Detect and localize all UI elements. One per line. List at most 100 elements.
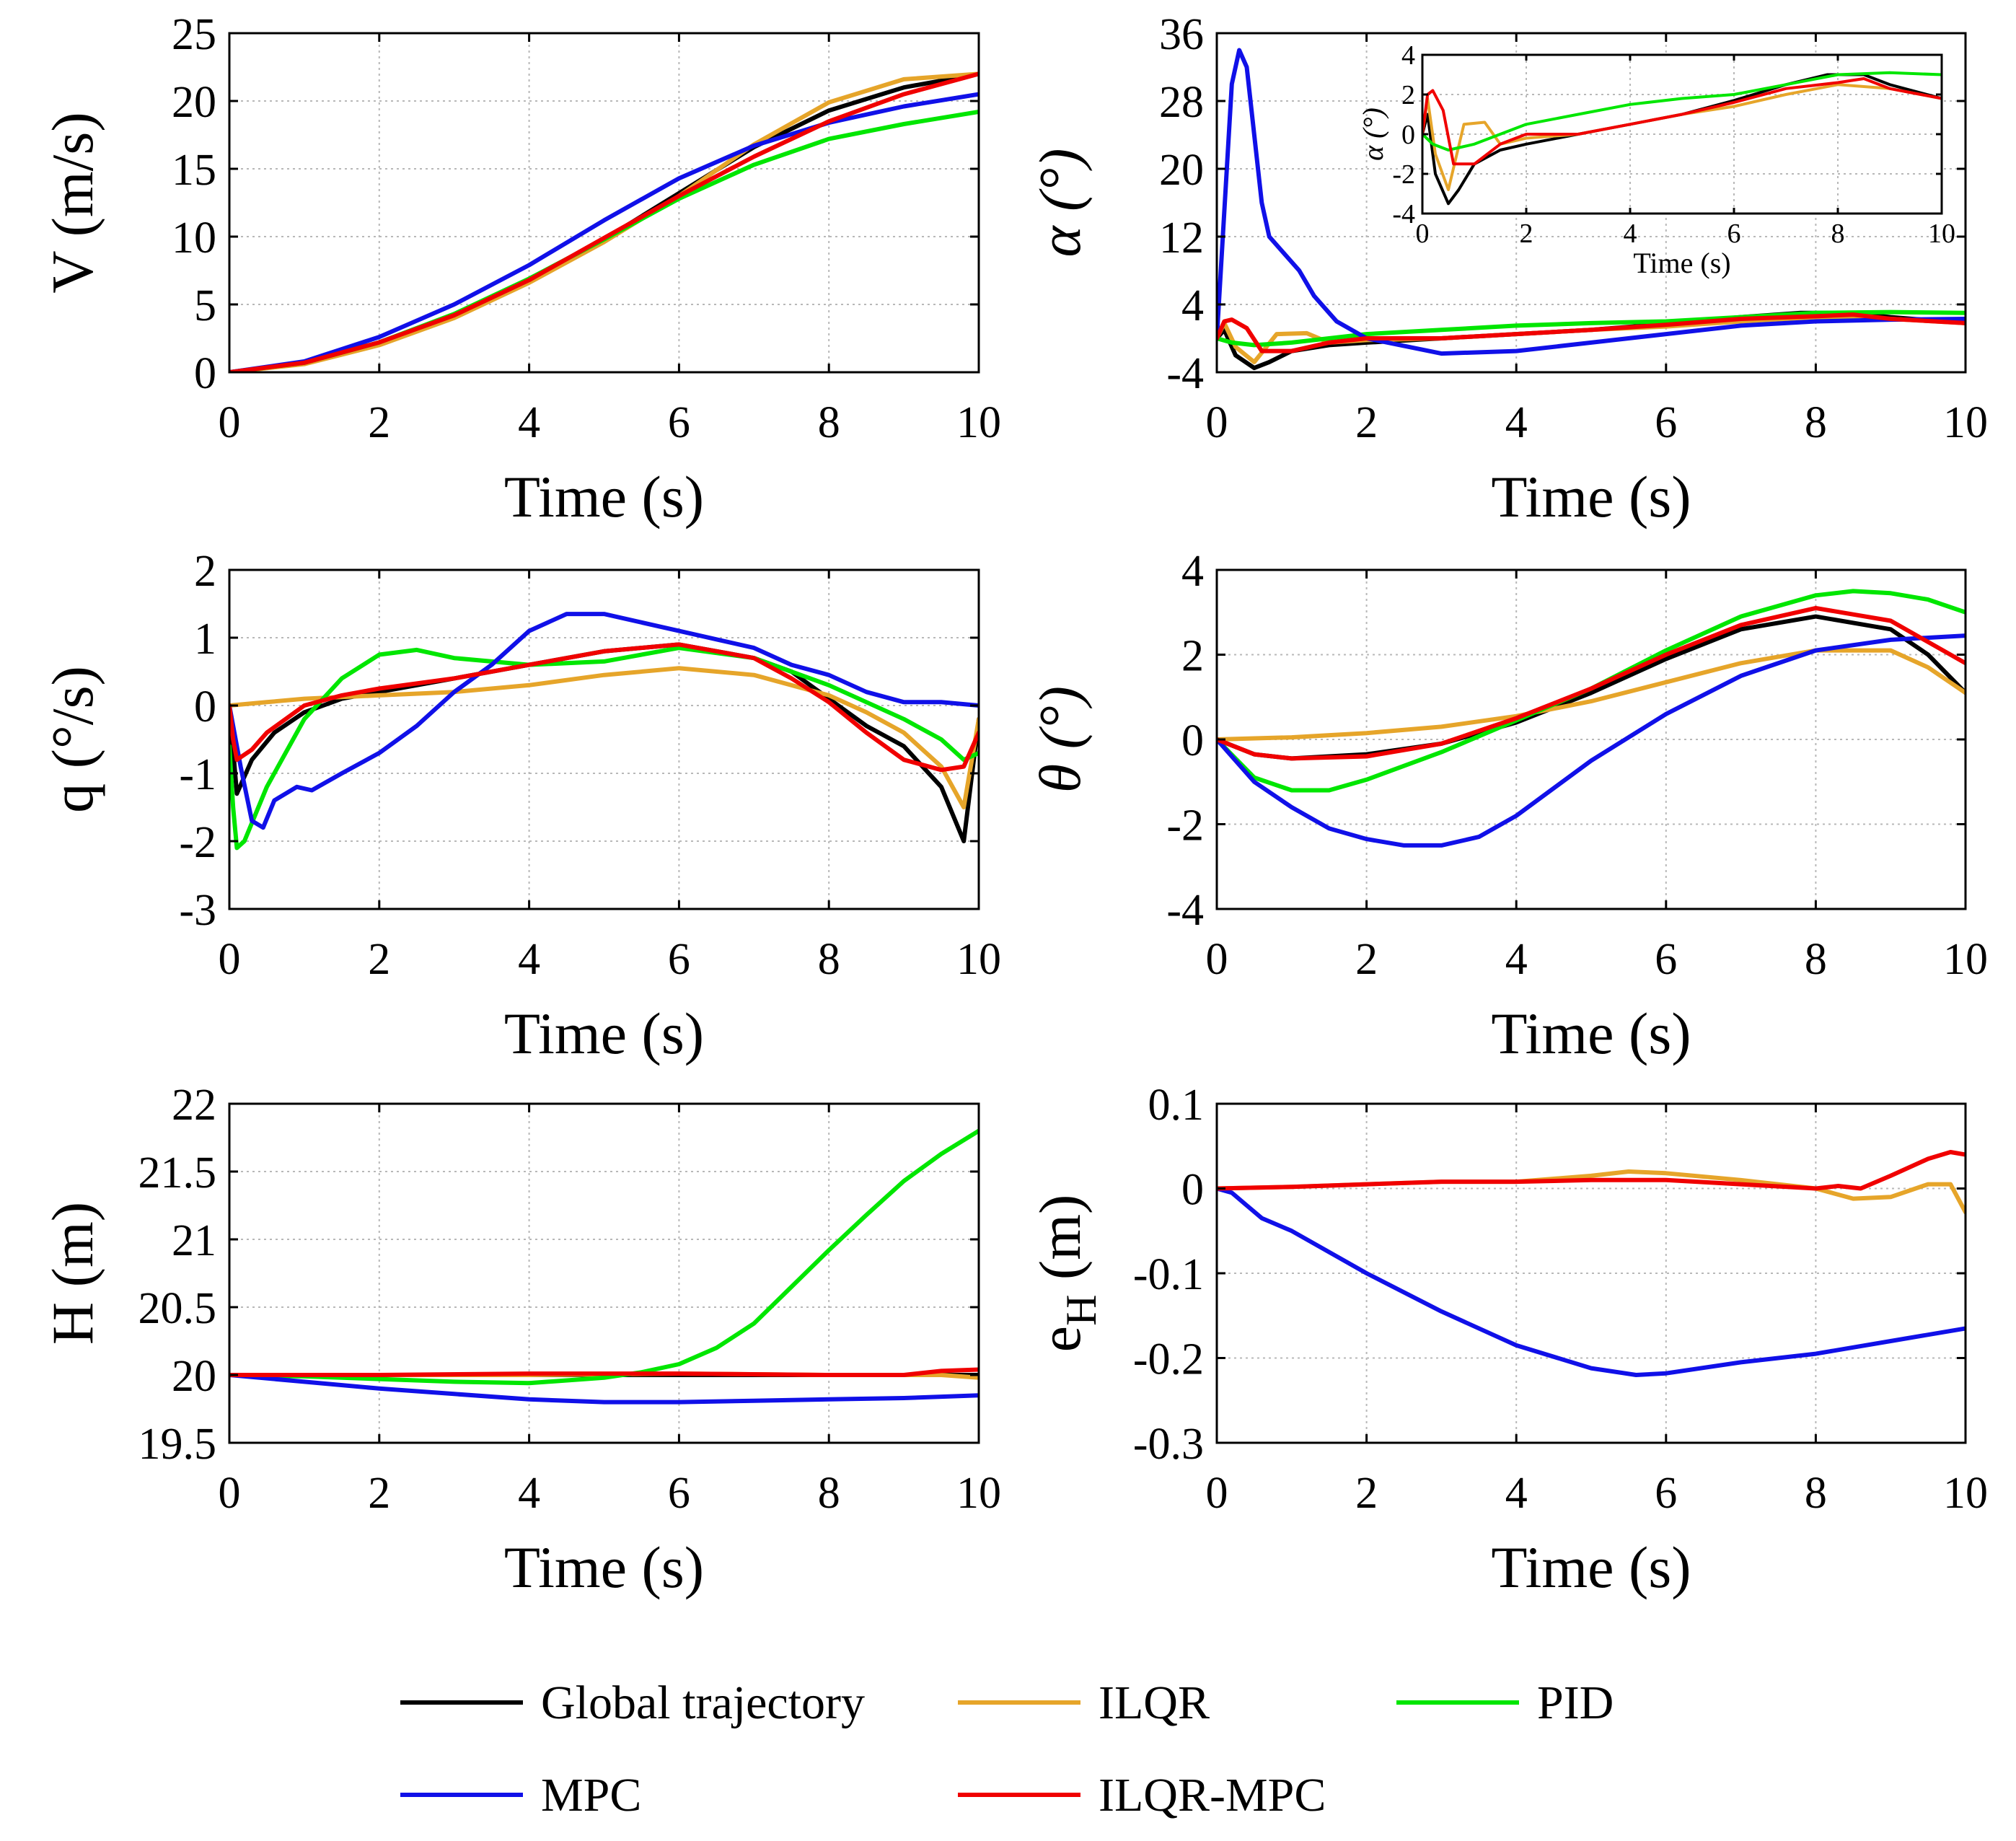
panel-q: 0 2 4 6 8 10 -3 -2 -1 0 1 2 Time (s) q (°/s) bbox=[40, 547, 1001, 1066]
alpha-series-mpc bbox=[1217, 48, 1966, 356]
q-axes bbox=[228, 568, 980, 910]
legend-entry-ilqr: ILQR bbox=[958, 1677, 1210, 1729]
theta-series bbox=[1217, 589, 1966, 848]
q-ytick-label: 0 bbox=[194, 682, 216, 731]
theta-xtick-label: 2 bbox=[1355, 935, 1378, 984]
legend-label: PID bbox=[1537, 1677, 1614, 1729]
alpha-xtick-label: 4 bbox=[1505, 398, 1528, 447]
q-ylabel: q (°/s) bbox=[40, 666, 105, 813]
V-ytick-label: 25 bbox=[172, 10, 216, 59]
H-xlabel: Time (s) bbox=[504, 1534, 704, 1600]
V-series-mpc bbox=[229, 92, 979, 372]
H-ytick-label: 22 bbox=[172, 1081, 216, 1130]
q-xtick-label: 4 bbox=[518, 935, 540, 984]
H-xtick-label: 2 bbox=[368, 1469, 390, 1518]
q-xtick-label: 10 bbox=[956, 935, 1001, 984]
V-series bbox=[229, 71, 979, 372]
theta-ytick-label: -4 bbox=[1166, 886, 1204, 935]
q-xlabel: Time (s) bbox=[504, 1001, 704, 1066]
alpha-ytick-label: 20 bbox=[1159, 146, 1204, 195]
alpha-xtick-label: 10 bbox=[1943, 398, 1988, 447]
H-ytick-label: 20.5 bbox=[138, 1284, 217, 1333]
q-xtick-label: 0 bbox=[219, 935, 241, 984]
H-axes bbox=[228, 1102, 980, 1444]
alpha-xtick-label: 6 bbox=[1655, 398, 1677, 447]
panel-eH: 0 2 4 6 8 10 -0.3 -0.2 -0.1 0 0.1 Time (s) eH (m) bbox=[1027, 1081, 1988, 1600]
panel-H: 0 2 4 6 8 10 19.5 20 20.5 21 21.5 22 Time (s) H (m) bbox=[40, 1081, 1001, 1600]
theta-series-ilqr-mpc bbox=[1217, 605, 1966, 761]
eH-ytick-label: -0.2 bbox=[1133, 1335, 1204, 1384]
H-xtick-label: 10 bbox=[956, 1469, 1001, 1518]
V-xtick-label: 10 bbox=[956, 398, 1001, 447]
legend-label: ILQR bbox=[1099, 1677, 1210, 1729]
legend-entry-global-trajectory: Global trajectory bbox=[400, 1677, 865, 1729]
theta-series-mpc bbox=[1217, 633, 1966, 848]
q-xtick-label: 8 bbox=[818, 935, 840, 984]
theta-ytick-label: -2 bbox=[1166, 801, 1204, 851]
alpha-series-pid bbox=[1217, 309, 1966, 348]
V-xtick-label: 6 bbox=[668, 398, 690, 447]
V-series-ilqr bbox=[229, 71, 979, 372]
H-series-ilqr-mpc bbox=[229, 1367, 979, 1377]
q-ytick-label: 2 bbox=[194, 547, 216, 596]
eH-series bbox=[1217, 1150, 1966, 1377]
alpha-ytick-label: 12 bbox=[1159, 214, 1204, 263]
alpha-inset-series-ilqr-mpc bbox=[1422, 77, 1942, 166]
legend-entry-mpc: MPC bbox=[400, 1769, 641, 1822]
H-xtick-label: 0 bbox=[219, 1469, 241, 1518]
q-ytick-label: -1 bbox=[179, 750, 216, 799]
alpha-inset-series-pid bbox=[1422, 71, 1942, 151]
theta-xtick-label: 10 bbox=[1943, 935, 1988, 984]
legend-entry-pid: PID bbox=[1396, 1677, 1614, 1729]
eH-ytick-label: 0 bbox=[1181, 1166, 1204, 1215]
alpha-inset-xtick-label: 10 bbox=[1928, 219, 1955, 249]
eH-xtick-label: 10 bbox=[1943, 1469, 1988, 1518]
eH-ytick-label: -0.3 bbox=[1133, 1420, 1204, 1469]
q-series-mpc bbox=[229, 612, 979, 830]
H-xtick-label: 4 bbox=[518, 1469, 540, 1518]
alpha-xlabel: Time (s) bbox=[1491, 464, 1691, 530]
alpha-series-ilqr-mpc bbox=[1217, 312, 1966, 353]
H-series-mpc bbox=[229, 1373, 979, 1405]
V-xlabel: Time (s) bbox=[504, 464, 704, 530]
theta-xtick-label: 6 bbox=[1655, 935, 1677, 984]
eH-ylabel-main: e bbox=[1027, 1326, 1093, 1352]
theta-ylabel: θ (°) bbox=[1027, 686, 1093, 793]
legend: Global trajectory ILQR PID MPC ILQR-MPC bbox=[400, 1677, 1614, 1822]
theta-xlabel: Time (s) bbox=[1491, 1001, 1691, 1066]
panel-V: 0 2 4 6 8 10 0 5 10 15 20 25 Time (s) V (m/s) bbox=[40, 10, 1001, 530]
q-ytick-label: 1 bbox=[194, 615, 216, 664]
alpha-xtick-label: 8 bbox=[1805, 398, 1827, 447]
eH-ylabel-tail: (m) bbox=[1027, 1195, 1093, 1295]
panel-theta: 0 2 4 6 8 10 -4 -2 0 2 4 Time (s) θ (°) bbox=[1027, 547, 1988, 1066]
eH-xlabel: Time (s) bbox=[1491, 1534, 1691, 1600]
theta-ytick-label: 4 bbox=[1181, 547, 1204, 596]
alpha-inset-ytick-label: 4 bbox=[1401, 40, 1415, 71]
V-ylabel: V (m/s) bbox=[40, 112, 105, 293]
V-xtick-label: 2 bbox=[368, 398, 390, 447]
eH-xtick-label: 8 bbox=[1805, 1469, 1827, 1518]
alpha-inset-xtick-label: 6 bbox=[1727, 219, 1741, 249]
H-series bbox=[229, 1128, 979, 1405]
alpha-axes bbox=[1215, 32, 1967, 374]
theta-series-ilqr bbox=[1217, 648, 1966, 742]
alpha-series bbox=[1217, 48, 1966, 371]
H-series-pid bbox=[229, 1128, 979, 1386]
eH-ytick-label: 0.1 bbox=[1148, 1081, 1205, 1130]
alpha-inset-series bbox=[1422, 71, 1942, 206]
V-plot-area bbox=[229, 33, 979, 372]
V-xtick-label: 4 bbox=[518, 398, 540, 447]
H-ytick-label: 19.5 bbox=[138, 1420, 217, 1469]
alpha-ytick-label: 36 bbox=[1159, 10, 1204, 59]
alpha-inset-ytick-label: -4 bbox=[1392, 199, 1415, 229]
q-xtick-label: 2 bbox=[368, 935, 390, 984]
eH-ylabel: eH (m) bbox=[1027, 1195, 1105, 1353]
H-xtick-label: 6 bbox=[668, 1469, 690, 1518]
alpha-inset-xtick-label: 4 bbox=[1624, 219, 1637, 249]
alpha-inset-xtick-label: 0 bbox=[1416, 219, 1430, 249]
alpha-xtick-label: 2 bbox=[1355, 398, 1378, 447]
